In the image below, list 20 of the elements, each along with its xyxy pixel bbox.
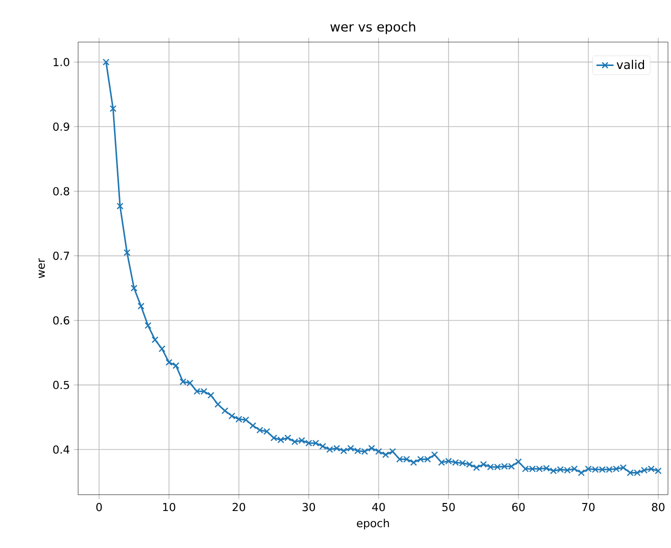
x-tick-label: 40	[372, 502, 385, 512]
x-tick-label: 80	[652, 502, 664, 512]
x-tick-label: 60	[512, 502, 525, 512]
x-tick-label: 50	[442, 502, 455, 512]
x-tick-label: 0	[96, 502, 102, 512]
y-tick-label: 0.6	[53, 316, 70, 325]
chart-title: wer vs epoch	[330, 22, 416, 34]
y-tick-label: 0.7	[53, 252, 70, 260]
x-tick-label: 30	[302, 502, 316, 512]
y-tick-label: 0.5	[53, 380, 70, 390]
x-tick-label: 10	[163, 502, 176, 512]
y-tick-label: 0.8	[53, 187, 70, 196]
y-tick-label: 0.4	[53, 445, 70, 454]
y-axis-title: wer	[38, 258, 45, 278]
y-tick-label: 0.9	[53, 122, 70, 131]
x-tick-label: 20	[232, 502, 246, 512]
x-tick-label: 70	[582, 502, 595, 512]
x-axis-title: epoch	[356, 518, 389, 530]
legend-label: valid	[616, 60, 644, 70]
y-tick-label: 1.0	[54, 58, 70, 66]
